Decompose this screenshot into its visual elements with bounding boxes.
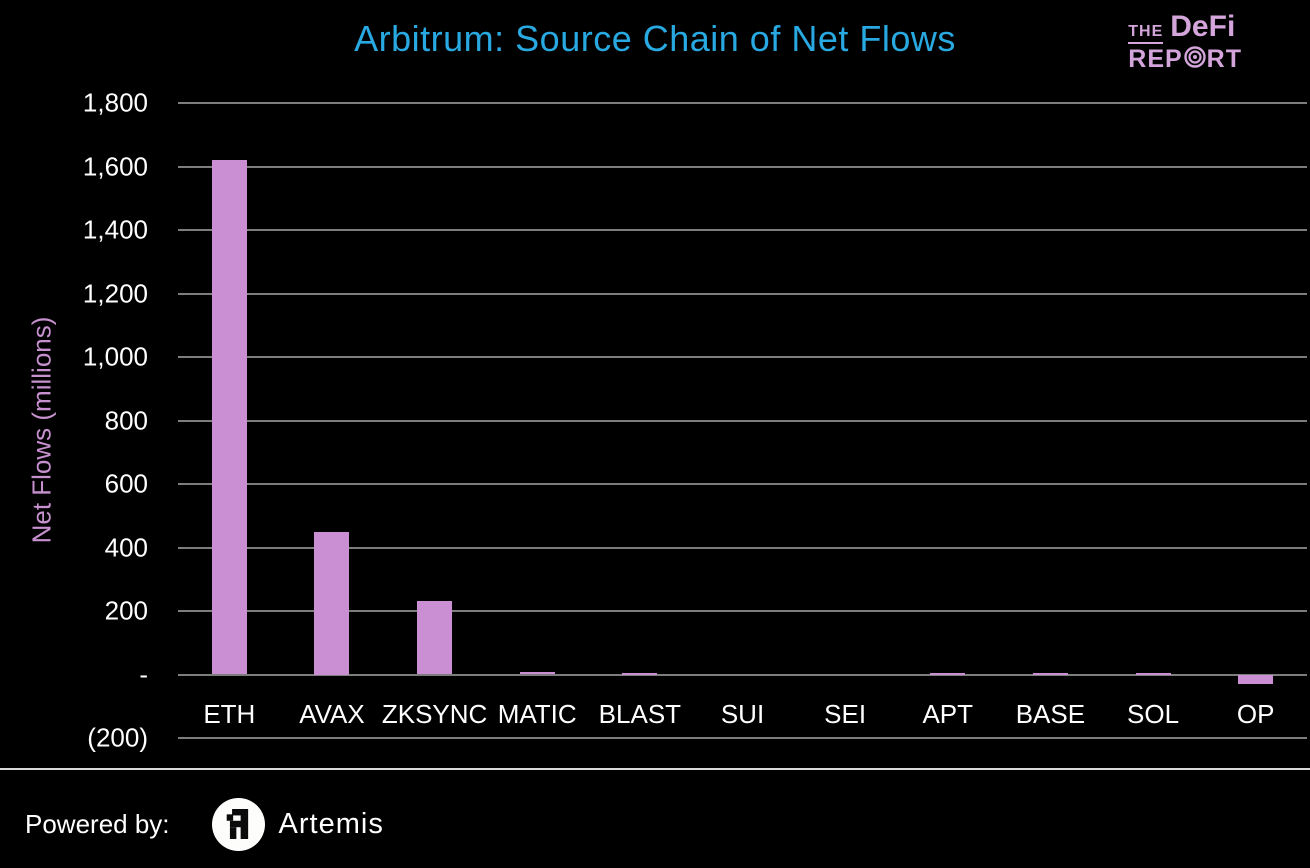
- footer-separator: [0, 768, 1310, 770]
- x-tick-label: SEI: [824, 698, 867, 729]
- defi-report-logo: THE DeFi REP RT: [1128, 12, 1242, 73]
- x-tick-label: BLAST: [598, 698, 682, 729]
- defi-report-logo-line1: THE DeFi: [1128, 12, 1242, 44]
- y-tick-label: 1,400: [82, 214, 148, 245]
- gridline: [178, 419, 1307, 422]
- x-tick-label: ZKSYNC: [381, 698, 488, 729]
- y-tick-label: 800: [104, 405, 148, 435]
- logo-defi-text: DeFi: [1170, 10, 1236, 43]
- bar-base: [1032, 673, 1068, 675]
- footer: Powered by: Artemis: [25, 795, 384, 853]
- gridline: [178, 610, 1307, 612]
- gridline: [178, 737, 1307, 739]
- logo-rep-text: REP: [1128, 45, 1183, 73]
- gridline: [178, 356, 1307, 358]
- y-tick-label: 1,600: [82, 151, 148, 181]
- bar-zksync: [417, 601, 453, 675]
- y-tick-label: (200): [87, 722, 148, 753]
- x-tick-label: AVAX: [299, 698, 365, 729]
- y-tick-label: 1,200: [82, 278, 148, 308]
- bullseye-icon: [1183, 46, 1206, 73]
- logo-the-text: THE: [1128, 24, 1164, 44]
- y-tick-label: 600: [104, 468, 148, 499]
- bar-sol: [1135, 673, 1171, 675]
- gridline: [178, 546, 1307, 549]
- y-axis-tick-labels: 1,800 1,600 1,400 1,200 1,000 800 600 400 200 - (2…: [0, 88, 150, 753]
- powered-by-label: Powered by:: [25, 808, 170, 839]
- y-tick-label: 1,000: [82, 341, 148, 372]
- chart-title: Arbitrum: Source Chain of Net Flows: [354, 18, 956, 59]
- x-tick-label: SOL: [1127, 698, 1180, 729]
- gridline: [178, 165, 1307, 168]
- y-tick-label: 200: [104, 595, 148, 626]
- bar-apt: [930, 673, 966, 675]
- bar-blast: [622, 673, 658, 675]
- x-tick-label: BASE: [1015, 698, 1086, 729]
- gridline: [178, 229, 1307, 231]
- gridline: [178, 673, 1307, 676]
- gridline: [178, 483, 1307, 485]
- x-tick-label: SUI: [720, 698, 765, 729]
- y-tick-label: -: [139, 659, 148, 689]
- x-tick-label: MATIC: [497, 698, 577, 729]
- bar-op: [1238, 674, 1274, 685]
- x-tick-label: OP: [1236, 698, 1275, 729]
- bar-avax: [314, 531, 350, 675]
- logo-rt-text: RT: [1206, 45, 1242, 73]
- defi-report-logo-line2: REP RT: [1128, 46, 1242, 73]
- y-tick-label: 400: [104, 532, 148, 562]
- plot-area: ETH AVAX ZKSYNC MATIC BLAST SUI SEI APT BASE SOL O…: [178, 102, 1307, 739]
- artemis-logo-icon: [211, 797, 265, 851]
- x-tick-label: APT: [922, 698, 974, 729]
- bar-matic: [519, 671, 555, 675]
- bar-eth: [211, 160, 247, 675]
- gridline: [178, 102, 1307, 104]
- x-tick-label: ETH: [203, 698, 256, 729]
- gridline: [178, 292, 1307, 295]
- artemis-brand-name: Artemis: [278, 807, 384, 840]
- y-tick-label: 1,800: [82, 87, 148, 118]
